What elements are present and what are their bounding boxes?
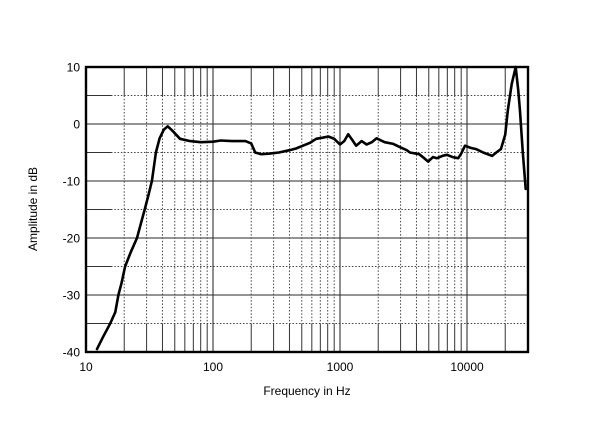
y-tick-label: -20 [63, 232, 81, 246]
amplitude-curve [95, 65, 527, 351]
x-tick-label: 10000 [450, 360, 484, 374]
x-tick-label: 1000 [327, 360, 354, 374]
x-tick-label: 100 [203, 360, 223, 374]
y-tick-label: 0 [73, 118, 80, 132]
y-tick-label: 10 [67, 61, 81, 75]
plot-area [95, 65, 527, 351]
y-axis-tick-labels: 10 0 -10 -20 -30 -40 [63, 61, 81, 360]
x-axis-title: Frequency in Hz [263, 384, 350, 398]
x-tick-label: 10 [79, 360, 93, 374]
y-tick-label: -40 [63, 346, 81, 360]
y-tick-label: -10 [63, 175, 81, 189]
grid-lines [86, 67, 529, 352]
y-axis-title: Amplitude in dB [26, 167, 40, 251]
x-axis-tick-labels: 10 100 1000 10000 [79, 360, 484, 374]
y-tick-label: -30 [63, 289, 81, 303]
plot-frame [84, 65, 530, 354]
